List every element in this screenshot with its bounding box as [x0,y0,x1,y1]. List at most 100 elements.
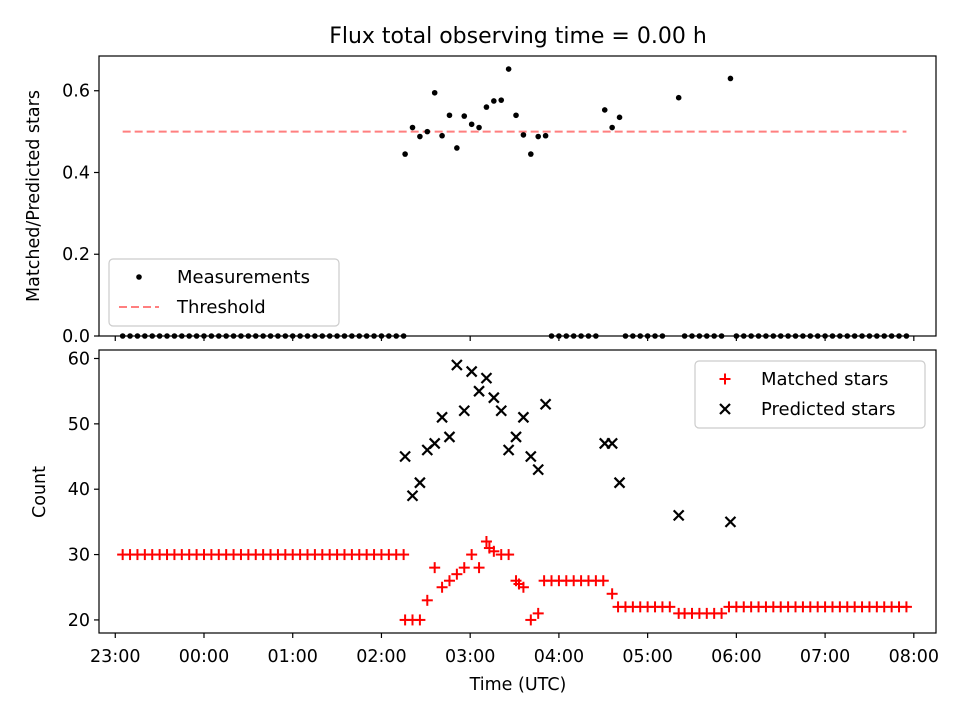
top-legend: Measurements Threshold [108,258,340,327]
bottom-legend-frame [694,360,926,429]
matched-point-49 [473,562,485,574]
matched-point-109 [900,601,912,613]
matched-point-47 [458,562,470,574]
predicted-point-5 [436,411,448,424]
predicted-point-19-b [539,398,552,411]
matched-point-50 [480,535,492,547]
bottom-xtick-label-3: 02:00 [356,647,406,667]
predicted-point-23 [672,509,685,522]
predicted-point-10 [473,385,485,397]
measurement-point-42 [424,128,431,135]
measurement-point-44 [439,132,445,139]
top-axes-frame [98,55,937,337]
top-ytick-label-0: 0.0 [62,327,90,347]
predicted-point-9 [465,365,478,378]
measurement-point-50 [483,104,490,110]
measurement-point-47 [461,113,468,119]
measurement-point-75 [675,94,682,101]
top-panel: Matched/Predicted stars 0.0 0.2 0.4 0.6 Mea… [24,55,937,347]
predicted-point-6 [443,431,456,443]
measurement-point-39 [402,151,408,157]
matched-point-69 [606,588,618,600]
predicted-point-14-b [502,444,515,456]
predicted-point-23-b [672,509,685,522]
bottom-ytick-label-1: 30 [68,546,90,566]
measurement-point-41 [417,133,423,140]
predicted-point-1-b [406,489,419,502]
measurement-point-67 [609,124,615,131]
bottom-xtick-label-2: 01:00 [268,647,318,667]
measurement-point-56 [528,151,534,157]
measurement-point-52 [498,97,505,103]
matched-point-68 [597,575,609,587]
bottom-xtick-label-9: 08:00 [889,647,939,667]
bottom-panel: Count Time (UTC) 20 30 40 50 60 23:00 00:00 01:… [30,349,939,695]
measurement-point-51 [491,98,497,104]
measurement-point-46 [454,145,460,151]
matched-point-77 [664,601,676,613]
matched-point-42 [421,594,433,606]
predicted-point-4 [428,437,441,450]
predicted-point-13-b [495,405,508,417]
top-axis: 0.0 0.2 0.4 0.6 [62,82,915,347]
bottom-xtick-label-6: 05:00 [622,647,672,667]
matched-point-84 [716,607,728,619]
matched-point-59 [532,607,544,619]
predicted-point-5-b [436,411,448,424]
bottom-xlabel: Time (UTC) [469,675,567,695]
bottom-legend: Matched stars Predicted stars [694,360,926,429]
bottom-ytick-label-3: 50 [68,415,90,435]
predicted-point-21 [606,437,618,450]
bottom-legend-markers [719,373,731,415]
matched-point-58 [525,614,537,626]
bottom-xtick-label-0: 23:00 [90,647,140,667]
bottom-xtick-label-8: 07:00 [800,647,850,667]
predicted-point-17-b [525,450,537,463]
top-legend-frame [108,258,340,327]
legend-label-threshold: Threshold [176,297,266,318]
matched-point-46 [451,568,463,580]
predicted-point-16-b [517,411,530,424]
predicted-point-24 [724,516,737,528]
measurement-point-55 [520,132,527,138]
measurement-point-58 [542,132,549,139]
matched-point-45 [443,575,455,587]
predicted-point-24-b [724,516,737,528]
predicted-point-14 [502,444,515,456]
matched-point-41 [414,614,426,626]
measurement-point-54 [513,112,519,119]
measurement-point-53 [505,66,512,72]
matched-point-48 [466,549,478,561]
legend-marker-predicted-b [719,403,731,415]
predicted-point-12-b [488,391,500,404]
chart-title: Flux total observing time = 0.00 h [329,24,707,49]
measurement-point-66 [601,107,608,113]
predicted-point-8 [458,405,471,417]
legend-marker-predicted [719,403,731,415]
predicted-point-11-b [480,372,493,384]
predicted-point-0 [399,450,411,463]
top-ylabel: Matched/Predicted stars [24,90,44,302]
bottom-axis: 20 30 40 50 60 23:00 00:00 01:00 02:00 03:00 04:00… [68,349,939,667]
bottom-ytick-label-4: 60 [68,349,90,369]
bottom-xtick-label-4: 03:00 [445,647,495,667]
measurement-point-82 [727,75,734,82]
predicted-point-2-b [414,476,426,489]
legend-label-measurements: Measurements [177,267,310,288]
predicted-point-10-b [473,385,485,397]
bottom-axes-frame [98,349,937,634]
predicted-point-16 [517,411,530,424]
predicted-point-1 [406,489,419,502]
predicted-point-15 [510,431,522,443]
predicted-point-22 [613,476,626,489]
predicted-point-15-b [510,431,522,443]
predicted-point-21-b [606,437,618,450]
matched-point-54 [503,549,515,561]
matched-point-44 [436,581,448,593]
bottom-xtick-label-7: 06:00 [711,647,761,667]
measurement-point-48 [468,121,475,128]
measurement-point-40 [409,124,416,131]
measurement-point-45 [446,112,453,119]
predicted-point-4-b [428,437,441,450]
predicted-point-19 [539,398,552,411]
